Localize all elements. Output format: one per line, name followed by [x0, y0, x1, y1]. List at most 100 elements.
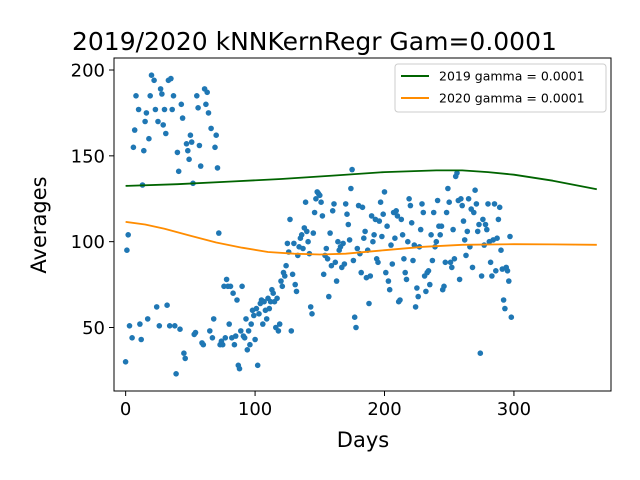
scatter-point-174: [351, 314, 358, 321]
scatter-point-38: [175, 168, 182, 175]
scatter-point-245: [443, 209, 450, 216]
scatter-point-266: [471, 209, 477, 216]
legend-label-2020: 2020 gamma = 0.0001: [439, 91, 585, 106]
y-tick-label-50: 50: [82, 318, 105, 339]
scatter-point-165: [340, 240, 346, 247]
scatter-point-206: [393, 208, 400, 214]
scatter-point-13: [142, 118, 148, 125]
scatter-point-109: [267, 298, 274, 305]
scatter-point-243: [441, 283, 447, 290]
scatter-point-42: [181, 350, 187, 357]
scatter-point-295: [508, 314, 515, 321]
scatter-point-75: [223, 276, 230, 283]
scatter-point-103: [260, 321, 266, 327]
scatter-point-99: [254, 362, 261, 369]
scatter-point-44: [183, 141, 190, 147]
scatter-point-2: [125, 232, 131, 238]
scatter-point-148: [318, 199, 324, 205]
scatter-point-218: [408, 220, 415, 226]
scatter-point-63: [208, 125, 214, 132]
scatter-point-28: [163, 130, 169, 137]
scatter-point-37: [174, 149, 181, 156]
scatter-point-222: [414, 285, 420, 291]
scatter-point-77: [226, 321, 232, 327]
scatter-point-170: [346, 237, 353, 243]
scatter-point-287: [498, 247, 504, 253]
plot-frame: [113, 57, 612, 392]
scatter-point-269: [474, 228, 481, 235]
scatter-point-158: [331, 201, 337, 207]
scatter-point-41: [179, 115, 186, 121]
scatter-point-81: [231, 341, 238, 348]
scatter-point-196: [380, 211, 387, 217]
scatter-point-67: [213, 132, 219, 138]
scatter-point-117: [278, 278, 284, 284]
scatter-point-5: [130, 144, 137, 151]
x-tick-label-200: 200: [367, 399, 401, 420]
scatter-point-290: [502, 305, 508, 312]
scatter-point-133: [298, 232, 305, 238]
scatter-point-74: [222, 335, 229, 341]
scatter-point-31: [166, 323, 173, 329]
scatter-point-9: [137, 321, 143, 327]
scatter-point-86: [238, 328, 244, 334]
scatter-point-251: [451, 255, 458, 262]
scatter-point-149: [319, 213, 326, 219]
scatter-point-25: [159, 91, 165, 97]
scatter-point-276: [484, 226, 490, 233]
scatter-point-154: [326, 293, 332, 300]
scatter-point-248: [447, 259, 454, 266]
scatter-point-214: [403, 276, 410, 283]
scatter-point-91: [244, 347, 251, 353]
scatter-point-100: [256, 311, 262, 317]
scatter-point-48: [188, 139, 195, 145]
scatter-point-125: [288, 328, 295, 334]
scatter-point-210: [398, 216, 405, 223]
scatter-point-82: [232, 333, 239, 339]
scatter-point-39: [177, 326, 183, 333]
scatter-point-57: [200, 341, 207, 348]
scatter-point-73: [221, 283, 227, 290]
scatter-point-115: [275, 328, 282, 334]
scatter-point-270: [476, 221, 482, 228]
scatter-point-231: [425, 268, 432, 274]
scatter-point-94: [248, 321, 254, 327]
scatter-point-129: [293, 288, 300, 295]
scatter-point-121: [283, 262, 289, 269]
scatter-point-186: [367, 273, 374, 279]
scatter-point-59: [203, 101, 209, 108]
scatter-point-234: [429, 257, 436, 264]
scatter-point-141: [309, 311, 315, 317]
scatter-point-261: [464, 228, 471, 235]
scatter-point-142: [310, 230, 317, 236]
scatter-point-32: [168, 75, 174, 82]
scatter-point-277: [485, 201, 491, 207]
scatter-point-267: [472, 187, 478, 193]
scatter-point-78: [227, 283, 234, 290]
scatter-point-140: [307, 304, 314, 310]
scatter-point-80: [230, 290, 236, 297]
scatter-point-10: [138, 336, 144, 343]
scatter-point-52: [194, 93, 200, 99]
scatter-point-46: [186, 156, 192, 163]
scatter-point-27: [161, 106, 168, 113]
scatter-point-66: [212, 144, 218, 151]
scatter-point-286: [496, 204, 503, 211]
scatter-point-51: [192, 329, 199, 336]
scatter-point-193: [376, 218, 383, 224]
scatter-point-114: [274, 295, 280, 302]
scatter-point-238: [434, 197, 441, 204]
scatter-point-34: [170, 93, 177, 99]
scatter-point-8: [135, 106, 142, 113]
scatter-point-240: [437, 232, 444, 238]
scatter-point-90: [243, 316, 249, 322]
scatter-point-212: [401, 255, 407, 262]
scatter-point-273: [480, 216, 486, 223]
scatter-point-69: [216, 230, 222, 236]
scatter-point-176: [354, 245, 361, 252]
scatter-point-294: [507, 233, 513, 240]
scatter-point-65: [210, 316, 217, 322]
scatter-point-152: [323, 245, 330, 252]
scatter-point-211: [399, 232, 406, 238]
scatter-point-199: [384, 223, 390, 229]
